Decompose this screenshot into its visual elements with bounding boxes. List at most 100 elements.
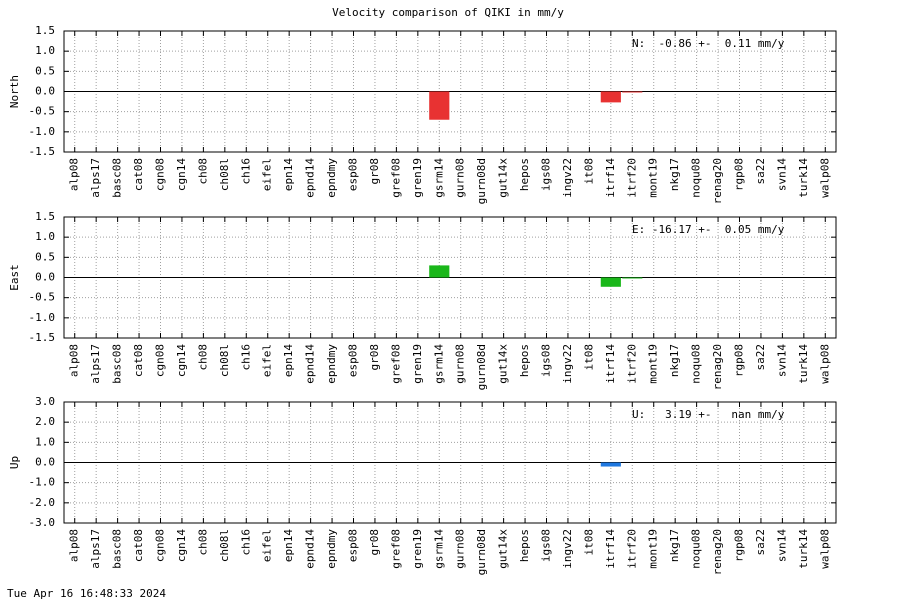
x-tick-label: gren19	[411, 529, 424, 569]
x-tick-label: eifel	[261, 344, 274, 377]
y-tick-label: 1.5	[35, 24, 55, 37]
x-tick-label: sa22	[754, 158, 767, 185]
x-tick-label: eifel	[261, 158, 274, 191]
x-tick-label: itrf14	[604, 158, 617, 198]
plot-frame	[63, 401, 837, 524]
x-tick-label: alps17	[89, 529, 102, 569]
x-tick-label: ch08	[196, 529, 209, 556]
x-tick-label: alps17	[89, 158, 102, 198]
x-tick-label: sa22	[754, 344, 767, 371]
x-tick-label: gref08	[389, 344, 402, 384]
plot-frame	[63, 30, 837, 153]
x-tick-label: cat08	[132, 158, 145, 191]
x-tick-label: rgp08	[733, 158, 746, 191]
y-tick-label: 0.5	[35, 250, 55, 263]
x-tick-label: epnd14	[304, 344, 317, 384]
y-tick-label: 3.0	[35, 395, 55, 408]
bar	[622, 277, 643, 279]
annotation: E: -16.17 +- 0.05 mm/y	[632, 223, 785, 236]
x-tick-label: turk14	[797, 529, 810, 569]
x-tick-label: alp08	[68, 344, 81, 377]
x-tick-label: gurn08	[454, 529, 467, 569]
x-tick-label: eifel	[261, 529, 274, 562]
x-tick-label: esp08	[347, 344, 360, 377]
x-tick-label: ch08l	[218, 529, 231, 562]
x-tick-label: cat08	[132, 529, 145, 562]
x-tick-label: ch16	[239, 529, 252, 556]
x-tick-label: epnd14	[304, 158, 317, 198]
annotation: U: 3.19 +- nan mm/y	[632, 408, 785, 421]
y-tick-label: 0.0	[35, 85, 55, 98]
x-tick-label: turk14	[797, 158, 810, 198]
x-tick-label: esp08	[347, 158, 360, 191]
x-tick-label: gut14x	[497, 158, 510, 198]
annotation: N: -0.86 +- 0.11 mm/y	[632, 37, 785, 50]
x-tick-label: basc08	[111, 529, 124, 569]
y-tick-label: -1.0	[29, 125, 56, 138]
x-tick-label: renag20	[711, 344, 724, 390]
x-tick-label: igs08	[540, 158, 553, 191]
bar	[600, 462, 621, 467]
bar	[600, 91, 621, 103]
x-tick-label: esp08	[347, 529, 360, 562]
x-tick-label: basc08	[111, 344, 124, 384]
x-tick-label: ch16	[239, 158, 252, 185]
x-tick-label: gurn08d	[475, 158, 488, 204]
x-tick-label: walp08	[818, 158, 831, 198]
x-tick-label: gref08	[389, 529, 402, 569]
x-tick-label: gurn08	[454, 344, 467, 384]
x-tick-label: mont19	[647, 529, 660, 569]
y-axis-label: North	[8, 75, 21, 108]
y-tick-label: -1.5	[29, 145, 56, 158]
x-tick-label: gsrm14	[432, 344, 445, 384]
x-tick-label: hepos	[518, 158, 531, 191]
x-tick-label: gurn08d	[475, 344, 488, 390]
x-tick-label: alp08	[68, 158, 81, 191]
x-tick-label: itrf14	[604, 344, 617, 384]
y-tick-label: 0.0	[35, 271, 55, 284]
x-tick-label: hepos	[518, 344, 531, 377]
x-tick-label: ch08l	[218, 344, 231, 377]
x-tick-label: itrf20	[625, 344, 638, 384]
figure-title: Velocity comparison of QIKI in mm/y	[332, 6, 564, 19]
x-tick-label: igs08	[540, 529, 553, 562]
y-tick-label: 1.0	[35, 435, 55, 448]
x-tick-label: epn14	[282, 529, 295, 562]
x-tick-label: svn14	[775, 529, 788, 562]
x-tick-label: alps17	[89, 344, 102, 384]
x-tick-label: noqu08	[690, 344, 703, 384]
x-tick-label: noqu08	[690, 158, 703, 198]
x-tick-label: ingv22	[561, 158, 574, 198]
y-tick-label: -1.0	[29, 476, 56, 489]
x-tick-label: epndmy	[325, 158, 338, 198]
x-tick-label: sa22	[754, 529, 767, 556]
x-tick-label: basc08	[111, 158, 124, 198]
x-tick-label: gr08	[368, 158, 381, 185]
x-tick-label: gren19	[411, 158, 424, 198]
bar	[600, 277, 621, 287]
x-tick-label: ch08l	[218, 158, 231, 191]
x-tick-label: itrf20	[625, 158, 638, 198]
x-tick-label: igs08	[540, 344, 553, 377]
x-tick-label: rgp08	[733, 344, 746, 377]
x-tick-label: gsrm14	[432, 158, 445, 198]
x-tick-label: rgp08	[733, 529, 746, 562]
x-tick-label: gut14x	[497, 529, 510, 569]
x-tick-label: svn14	[775, 344, 788, 377]
bar	[429, 91, 450, 120]
plot-frame	[63, 216, 837, 339]
x-tick-label: gut14x	[497, 344, 510, 384]
bar	[622, 91, 643, 93]
x-tick-label: walp08	[818, 344, 831, 384]
x-tick-label: ch08	[196, 158, 209, 185]
x-tick-label: ch08	[196, 344, 209, 371]
x-tick-label: ingv22	[561, 344, 574, 384]
x-tick-label: cgn08	[154, 529, 167, 562]
y-tick-label: -0.5	[29, 105, 56, 118]
x-tick-label: it08	[582, 158, 595, 185]
x-tick-label: epndmy	[325, 344, 338, 384]
x-tick-label: itrf14	[604, 529, 617, 569]
y-tick-label: 1.0	[35, 44, 55, 57]
x-tick-label: gref08	[389, 158, 402, 198]
